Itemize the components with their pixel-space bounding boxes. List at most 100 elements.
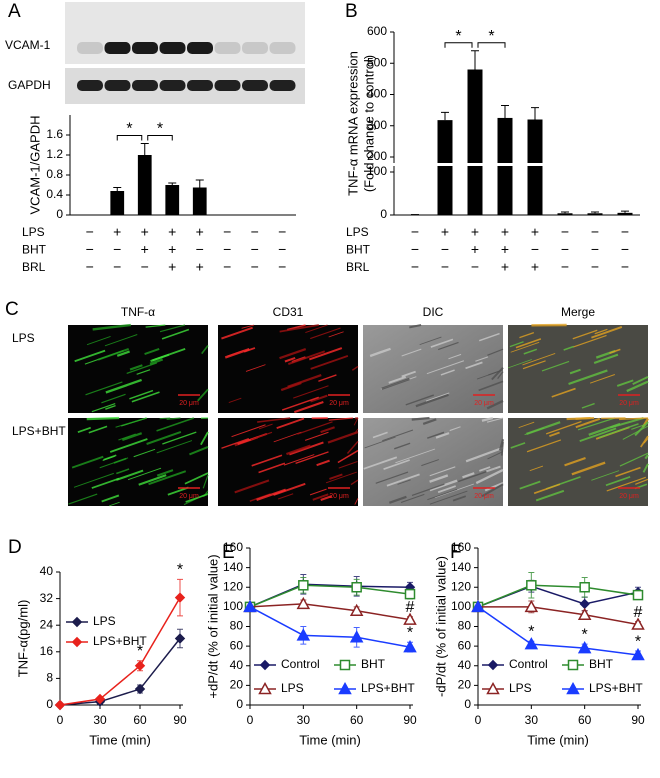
micrograph-detail bbox=[388, 375, 407, 384]
micrograph-detail bbox=[327, 431, 359, 444]
micrograph-detail bbox=[484, 482, 504, 492]
micrograph-detail bbox=[381, 377, 410, 390]
micrograph-detail bbox=[522, 360, 546, 370]
treatment-sign: − bbox=[441, 259, 449, 275]
scale-bar-label: 20 μm bbox=[619, 493, 639, 500]
micrograph-detail bbox=[310, 354, 349, 370]
marker bbox=[349, 603, 364, 617]
micrograph-detail bbox=[435, 432, 450, 439]
micrograph-detail bbox=[115, 417, 147, 428]
significance-label: * bbox=[126, 121, 132, 138]
micrograph-detail bbox=[515, 338, 542, 349]
bar bbox=[617, 212, 633, 215]
micrograph-detail bbox=[591, 326, 623, 339]
micrograph-detail bbox=[156, 469, 174, 477]
micrograph-detail bbox=[425, 392, 450, 402]
treatment-sign: − bbox=[591, 241, 599, 257]
micrograph-detail bbox=[510, 442, 526, 449]
x-tick-label: 60 bbox=[350, 713, 364, 727]
micrograph-detail bbox=[449, 426, 461, 432]
legend-marker bbox=[567, 659, 579, 671]
significance-bracket bbox=[444, 42, 473, 48]
micrograph-detail bbox=[529, 465, 544, 472]
treatment-sign: − bbox=[561, 224, 569, 240]
micrograph bbox=[508, 325, 648, 413]
micrograph-detail bbox=[354, 428, 359, 434]
legend-label: LPS+BHT bbox=[93, 634, 147, 648]
micrograph-detail bbox=[353, 417, 359, 426]
micrograph-detail bbox=[437, 485, 456, 494]
blot-band bbox=[77, 42, 103, 54]
micrograph-detail bbox=[144, 348, 160, 356]
column-header: Merge bbox=[561, 305, 595, 319]
micrograph-detail bbox=[329, 473, 343, 480]
micrograph-detail bbox=[281, 396, 319, 411]
micrograph-detail bbox=[145, 324, 166, 328]
x-tick-label: 90 bbox=[173, 713, 187, 727]
panel-label: A bbox=[8, 1, 21, 22]
micrograph-detail bbox=[465, 361, 483, 370]
micrograph-detail bbox=[619, 452, 649, 467]
y-tick-label: 80 bbox=[458, 619, 472, 633]
x-tick-label: 30 bbox=[297, 713, 311, 727]
treatment-sign: + bbox=[113, 224, 121, 240]
micrograph-detail bbox=[372, 431, 388, 439]
micrograph-detail bbox=[258, 423, 273, 430]
micrograph-detail bbox=[309, 488, 327, 496]
marker bbox=[174, 592, 186, 603]
micrograph-detail bbox=[569, 368, 581, 375]
y-tick-label: 40 bbox=[40, 564, 54, 578]
micrograph-detail bbox=[126, 362, 158, 375]
x-tick-label: 30 bbox=[93, 713, 107, 727]
treatment-sign: − bbox=[113, 259, 121, 275]
blot-band bbox=[269, 80, 296, 91]
error-bar bbox=[561, 211, 569, 214]
micrograph-detail bbox=[487, 348, 504, 356]
micrograph-detail bbox=[101, 393, 126, 404]
micrograph-detail bbox=[475, 356, 489, 362]
scale-bar-label: 20 μm bbox=[474, 493, 494, 500]
blot-band bbox=[77, 80, 103, 91]
y-tick-label: 40 bbox=[458, 658, 472, 672]
micrograph-detail bbox=[86, 416, 120, 421]
y-tick-label: 120 bbox=[223, 579, 243, 593]
micrograph-detail bbox=[116, 468, 130, 475]
micrograph-detail bbox=[286, 444, 311, 456]
micrograph-detail bbox=[487, 451, 504, 460]
x-axis-label: Time (min) bbox=[89, 732, 151, 747]
bar bbox=[557, 213, 573, 215]
micrograph-detail bbox=[429, 479, 458, 492]
treatment-label: BHT bbox=[346, 243, 371, 257]
micrograph-detail bbox=[312, 493, 329, 501]
treatment-sign: − bbox=[113, 241, 121, 257]
treatment-sign: − bbox=[561, 259, 569, 275]
column-header: TNF-α bbox=[121, 305, 155, 319]
legend-marker bbox=[487, 659, 499, 671]
micrograph-detail bbox=[221, 326, 253, 340]
blot-label: VCAM-1 bbox=[5, 38, 51, 52]
micrograph-detail bbox=[568, 369, 608, 386]
micrograph-detail bbox=[118, 433, 136, 441]
blot-band bbox=[159, 42, 186, 54]
treatment-sign: − bbox=[278, 241, 286, 257]
treatment-label: LPS bbox=[346, 225, 369, 239]
micrograph-detail bbox=[609, 348, 621, 354]
treatment-sign: + bbox=[501, 241, 509, 257]
treatment-sign: + bbox=[168, 224, 176, 240]
micrograph-detail bbox=[346, 440, 359, 454]
micrograph-detail bbox=[526, 421, 561, 436]
scale-bar-label: 20 μm bbox=[474, 400, 494, 407]
marker bbox=[632, 589, 644, 601]
micrograph-detail bbox=[148, 470, 187, 486]
y-tick-label: 120 bbox=[451, 579, 471, 593]
annotation: * bbox=[635, 633, 641, 650]
legend-marker bbox=[566, 681, 580, 695]
y-tick-label: 0 bbox=[464, 697, 471, 711]
y-tick-label: 0 bbox=[46, 697, 53, 711]
micrograph-detail bbox=[149, 358, 164, 365]
micrograph-detail bbox=[77, 426, 92, 434]
treatment-sign: − bbox=[278, 259, 286, 275]
micrograph-detail bbox=[405, 394, 434, 406]
y-tick-label: 1.2 bbox=[46, 147, 63, 161]
micrograph-detail bbox=[104, 334, 138, 347]
